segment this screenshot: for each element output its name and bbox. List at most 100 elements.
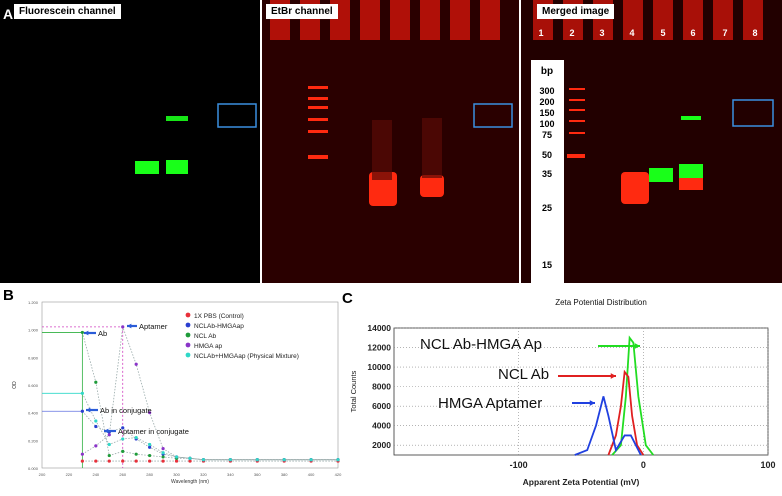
merged-title: Merged image <box>537 4 615 19</box>
data-point <box>107 442 111 447</box>
y-tick-label: 0.800 <box>28 355 39 360</box>
lane-number: 8 <box>752 28 757 38</box>
legend-label: NCLAb+HMGAap (Physical Mixture) <box>194 353 299 360</box>
lane-number: 7 <box>722 28 727 38</box>
gel-etbr: EtBr channel <box>262 0 519 283</box>
gel-etbr-image <box>262 0 519 283</box>
annotation-apt-conj: Aptamer in conjugate <box>118 427 189 436</box>
series-line <box>607 369 645 456</box>
series-line <box>81 332 338 461</box>
data-point <box>80 409 84 413</box>
y-tick-label: 1.200 <box>28 300 39 305</box>
y-tick-label: 6000 <box>372 401 391 411</box>
data-point <box>148 445 152 449</box>
x-tick-label: 320 <box>200 472 207 477</box>
data-point <box>80 330 84 335</box>
data-point <box>148 459 152 463</box>
x-tick-label: 340 <box>227 472 234 477</box>
data-point <box>161 447 165 451</box>
lane-number: 6 <box>690 28 695 38</box>
zeta-svg: Zeta Potential Distribution 14000 12000 100… <box>349 298 776 487</box>
gel-merged: 1 2 3 4 5 6 7 8 bp 300 200 150 100 75 50… <box>521 0 782 283</box>
bp-value: 15 <box>542 260 552 270</box>
y-tick-label: 0.000 <box>28 466 39 471</box>
bp-value: 75 <box>542 130 552 140</box>
data-point <box>94 424 98 429</box>
data-point <box>282 458 286 462</box>
gel-merged-image: 1 2 3 4 5 6 7 8 bp 300 200 150 100 75 50… <box>521 0 782 283</box>
annotation-ncl-hmga: NCL Ab-HMGA Ap <box>420 336 542 353</box>
bp-value: 150 <box>539 108 554 118</box>
data-point <box>121 449 125 453</box>
legend-label: 1X PBS (Control) <box>194 313 244 320</box>
x-tick-label: 260 <box>119 472 126 477</box>
data-point <box>121 437 125 441</box>
y-tick-label: 0.600 <box>28 383 39 388</box>
lane-number: 2 <box>569 28 574 38</box>
uv-vis-svg: 0.000 0.200 0.400 0.600 0.800 1.000 1.200 200 22… <box>12 300 342 485</box>
x-tick-label: 200 <box>39 472 46 477</box>
data-point <box>94 380 98 384</box>
legend-marker <box>185 342 191 348</box>
annotation-ab: Ab <box>98 329 107 338</box>
annotation-ab-conj: Ab in conjugate <box>100 406 152 415</box>
x-tick-label: 240 <box>92 472 99 477</box>
data-point <box>188 459 192 463</box>
data-point <box>188 456 192 460</box>
annotation-arrowhead <box>84 330 89 336</box>
bp-ladder-labels: bp 300 200 150 100 75 50 35 25 15 <box>539 66 554 270</box>
data-point <box>134 452 138 456</box>
legend-marker <box>185 352 191 358</box>
data-point <box>80 452 84 456</box>
panel-b-letter: B <box>3 287 14 304</box>
data-point <box>134 362 138 366</box>
lane-number: 5 <box>660 28 665 38</box>
data-point <box>94 444 98 448</box>
panel-c-letter: C <box>342 290 353 307</box>
data-point <box>161 459 165 463</box>
data-point <box>161 451 165 455</box>
data-point <box>121 325 125 329</box>
data-point <box>336 458 340 462</box>
y-tick-label: 2000 <box>372 440 391 450</box>
y-axis-label: Total Counts <box>349 370 358 412</box>
bp-value: 25 <box>542 203 552 213</box>
data-point <box>134 435 138 440</box>
etbr-title: EtBr channel <box>266 4 338 19</box>
data-point <box>148 411 152 415</box>
data-point <box>201 458 206 462</box>
fluorescein-title: Fluorescein channel <box>14 4 121 19</box>
x-tick-label: -100 <box>510 460 528 470</box>
y-tick-label: 0.200 <box>28 438 39 443</box>
x-tick-label: 360 <box>254 472 261 477</box>
lane-number: 4 <box>629 28 634 38</box>
y-tick-label: 12000 <box>367 343 391 353</box>
x-tick-label: 400 <box>308 472 315 477</box>
x-axis-label: Apparent Zeta Potential (mV) <box>523 477 640 487</box>
annotation-arrowhead <box>610 373 616 379</box>
data-point <box>148 442 152 447</box>
data-point <box>107 453 111 458</box>
uv-vis-chart: 0.000 0.200 0.400 0.600 0.800 1.000 1.200 200 22… <box>0 290 345 496</box>
bp-label: bp <box>541 66 553 77</box>
annotation-arrowhead <box>127 323 132 329</box>
data-point <box>80 459 84 463</box>
panel-a-letter: A <box>3 6 14 22</box>
annotation-arrowhead <box>589 400 595 406</box>
bp-value: 35 <box>542 169 552 179</box>
lane-numbers: 1 2 3 4 5 6 7 8 <box>538 28 757 38</box>
annotation-arrowhead <box>634 343 640 349</box>
series-line <box>611 335 655 456</box>
annotation-aptamer: Aptamer <box>139 322 168 331</box>
data-point <box>107 459 111 463</box>
data-point <box>174 455 179 459</box>
x-tick-label: 300 <box>173 472 180 477</box>
x-tick-label: 380 <box>281 472 288 477</box>
annotation-arrowhead <box>86 407 91 413</box>
annotation-ncl: NCL Ab <box>498 366 549 383</box>
data-point <box>309 458 313 462</box>
data-point <box>107 433 111 437</box>
data-point <box>228 458 232 462</box>
y-axis-label: OD <box>12 381 18 389</box>
chart-title: Zeta Potential Distribution <box>555 298 647 307</box>
